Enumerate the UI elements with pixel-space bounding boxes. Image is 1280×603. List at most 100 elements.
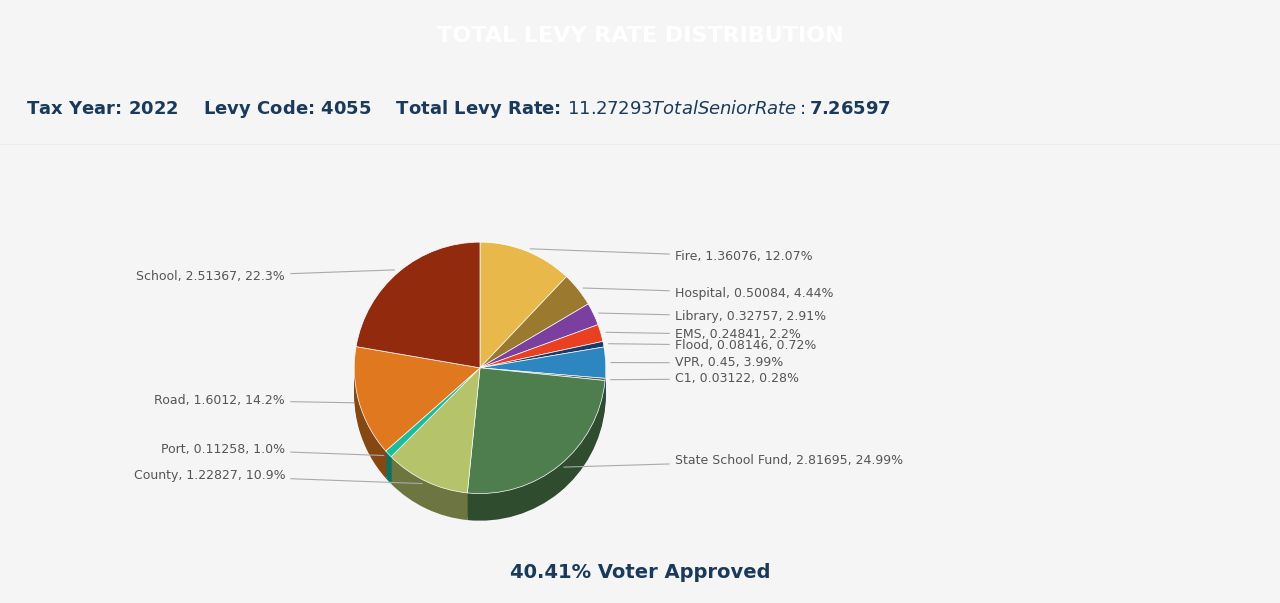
Wedge shape (392, 373, 480, 497)
Wedge shape (355, 358, 480, 463)
Wedge shape (480, 363, 605, 394)
Text: Fire, 1.36076, 12.07%: Fire, 1.36076, 12.07% (530, 249, 813, 264)
Wedge shape (480, 302, 589, 393)
Text: State School Fund, 2.81695, 24.99%: State School Fund, 2.81695, 24.99% (563, 454, 902, 467)
Wedge shape (480, 279, 589, 370)
Wedge shape (480, 374, 605, 406)
Wedge shape (480, 341, 604, 368)
Wedge shape (467, 377, 605, 502)
Wedge shape (356, 253, 480, 379)
Wedge shape (480, 329, 603, 373)
Wedge shape (480, 344, 604, 370)
Wedge shape (480, 393, 605, 405)
Wedge shape (355, 369, 480, 473)
Wedge shape (480, 341, 603, 384)
Wedge shape (480, 354, 605, 385)
Wedge shape (480, 359, 604, 386)
Wedge shape (355, 349, 480, 453)
Wedge shape (467, 373, 605, 498)
Wedge shape (480, 362, 604, 388)
Wedge shape (480, 345, 603, 388)
Wedge shape (480, 258, 567, 384)
Wedge shape (480, 388, 605, 401)
Wedge shape (480, 270, 567, 395)
Wedge shape (467, 395, 605, 521)
Wedge shape (392, 393, 480, 518)
Text: TOTAL LEVY RATE DISTRIBUTION: TOTAL LEVY RATE DISTRIBUTION (436, 26, 844, 46)
Wedge shape (480, 353, 604, 379)
Wedge shape (480, 384, 605, 396)
Wedge shape (480, 373, 605, 385)
Wedge shape (355, 347, 480, 451)
Wedge shape (355, 353, 480, 458)
Text: Road, 1.6012, 14.2%: Road, 1.6012, 14.2% (155, 394, 353, 407)
Wedge shape (480, 267, 567, 393)
Wedge shape (480, 377, 605, 390)
Text: Hospital, 0.50084, 4.44%: Hospital, 0.50084, 4.44% (584, 287, 833, 300)
Wedge shape (480, 368, 605, 380)
Wedge shape (355, 360, 480, 464)
Wedge shape (355, 365, 480, 469)
Text: C1, 0.03122, 0.28%: C1, 0.03122, 0.28% (611, 373, 799, 385)
Wedge shape (480, 253, 567, 379)
Wedge shape (480, 355, 604, 382)
Wedge shape (356, 247, 480, 373)
Wedge shape (480, 244, 567, 370)
Wedge shape (355, 374, 480, 478)
Wedge shape (356, 244, 480, 370)
Wedge shape (467, 391, 605, 516)
Wedge shape (480, 343, 603, 386)
Wedge shape (480, 277, 589, 368)
Wedge shape (467, 393, 605, 519)
Wedge shape (480, 331, 598, 395)
Wedge shape (480, 361, 605, 392)
Wedge shape (480, 295, 589, 386)
Wedge shape (480, 370, 605, 401)
Wedge shape (480, 304, 589, 395)
Wedge shape (385, 388, 480, 477)
Wedge shape (385, 370, 480, 459)
Wedge shape (385, 374, 480, 464)
Wedge shape (480, 315, 598, 379)
Wedge shape (480, 357, 604, 384)
Wedge shape (385, 377, 480, 466)
Wedge shape (480, 374, 605, 387)
Wedge shape (480, 249, 567, 374)
Wedge shape (480, 327, 598, 391)
Wedge shape (356, 260, 480, 386)
Wedge shape (356, 251, 480, 377)
Wedge shape (480, 350, 603, 393)
Wedge shape (480, 324, 603, 368)
Wedge shape (392, 379, 480, 504)
Wedge shape (392, 370, 480, 495)
Wedge shape (480, 347, 605, 379)
Wedge shape (480, 367, 605, 399)
Wedge shape (467, 379, 605, 505)
Wedge shape (480, 242, 567, 368)
Wedge shape (480, 364, 604, 391)
Wedge shape (385, 379, 480, 468)
Wedge shape (467, 388, 605, 514)
Wedge shape (480, 304, 598, 368)
Wedge shape (385, 393, 480, 482)
Wedge shape (480, 368, 604, 395)
Wedge shape (480, 260, 567, 386)
Wedge shape (480, 366, 604, 393)
Wedge shape (480, 395, 605, 408)
Wedge shape (355, 371, 480, 476)
Wedge shape (480, 349, 605, 380)
Wedge shape (385, 386, 480, 475)
Wedge shape (392, 374, 480, 500)
Wedge shape (480, 256, 567, 382)
Wedge shape (480, 265, 567, 391)
Wedge shape (355, 351, 480, 455)
Wedge shape (355, 356, 480, 460)
Wedge shape (392, 395, 480, 520)
Wedge shape (480, 347, 603, 391)
Wedge shape (385, 384, 480, 473)
Wedge shape (480, 391, 605, 403)
Wedge shape (480, 313, 598, 377)
Wedge shape (467, 374, 605, 500)
Wedge shape (356, 249, 480, 374)
Wedge shape (356, 267, 480, 393)
